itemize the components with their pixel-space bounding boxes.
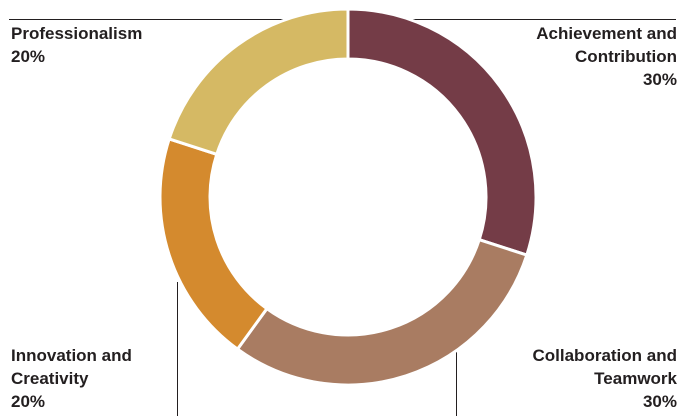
label-achievement: Achievement and Contribution 30%: [457, 22, 677, 91]
label-innovation-name-line2: Creativity: [11, 369, 89, 388]
label-achievement-name-line1: Achievement and: [536, 24, 677, 43]
label-professionalism: Professionalism 20%: [11, 22, 231, 68]
label-professionalism-value: 20%: [11, 47, 46, 66]
leader-lines: [9, 19, 676, 416]
slice-innovation: [158, 137, 269, 352]
label-innovation-value: 20%: [11, 392, 46, 411]
label-achievement-value: 30%: [642, 70, 677, 89]
donut-slices: [158, 7, 538, 387]
label-collaboration-name-line1: Collaboration and: [532, 346, 678, 365]
label-collaboration: Collaboration and Teamwork 30%: [457, 344, 678, 413]
label-innovation-name-line1: Innovation and: [11, 346, 132, 365]
label-collaboration-name-line2: Teamwork: [594, 369, 677, 388]
label-professionalism-name: Professionalism: [11, 24, 143, 43]
label-collaboration-value: 30%: [642, 392, 677, 411]
label-achievement-name-line2: Contribution: [575, 47, 677, 66]
slice-professionalism: [167, 7, 350, 157]
slice-collaboration: [235, 237, 529, 387]
label-innovation: Innovation and Creativity 20%: [11, 344, 231, 413]
slice-achievement: [346, 7, 538, 257]
